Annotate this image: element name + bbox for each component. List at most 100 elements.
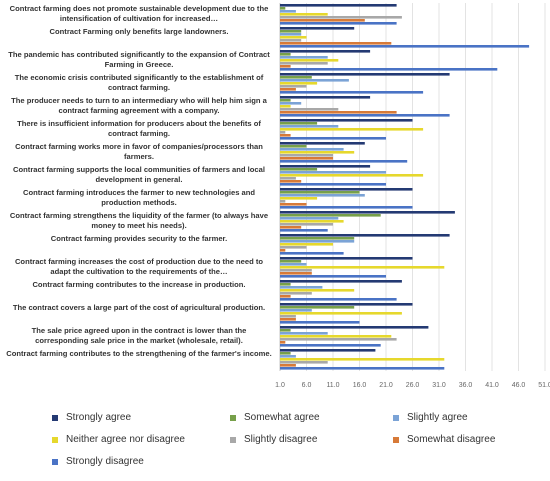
bar	[280, 349, 376, 352]
legend-label: Slightly disagree	[244, 434, 318, 445]
category-label: The pandemic has contributed significant…	[8, 50, 270, 69]
bar	[280, 180, 302, 183]
bar	[280, 91, 424, 94]
bar	[280, 177, 296, 180]
category-label: Contract farming introduces the farmer t…	[22, 188, 256, 207]
category-label: The contract covers a large part of the …	[12, 303, 266, 312]
bar	[280, 191, 360, 194]
legend-swatch	[230, 436, 236, 443]
bar	[280, 249, 286, 252]
x-tick-label: 16.0	[353, 382, 367, 389]
category-label: Contract farming supports the local comm…	[13, 165, 265, 184]
bar	[280, 266, 445, 269]
legend-label: Neither agree nor disagree	[66, 434, 185, 445]
bar	[280, 332, 328, 335]
bar	[280, 246, 307, 249]
bar	[280, 73, 450, 76]
legend-label: Somewhat disagree	[407, 434, 496, 445]
x-tick-label: 46.0	[512, 382, 526, 389]
bar	[280, 27, 355, 30]
x-tick-label: 31.0	[432, 382, 446, 389]
bar	[280, 59, 339, 62]
bar	[280, 361, 328, 364]
category-label: The producer needs to turn to an interme…	[11, 96, 267, 115]
bar	[280, 39, 302, 42]
legend-label: Strongly disagree	[66, 456, 144, 467]
bar	[280, 160, 408, 163]
bar	[280, 76, 312, 79]
bar	[280, 240, 355, 243]
bar	[280, 30, 302, 33]
bar	[280, 82, 318, 85]
bar	[280, 13, 328, 16]
bar	[280, 318, 296, 321]
bar	[280, 119, 413, 122]
legend-item: Strongly disagree	[52, 456, 144, 467]
bar	[280, 145, 307, 148]
bar	[280, 188, 413, 191]
bar	[280, 234, 450, 237]
bar	[280, 22, 397, 25]
bar	[280, 137, 386, 140]
bar	[280, 312, 402, 315]
category-label: Contract farming provides security to th…	[50, 234, 228, 243]
bar	[280, 96, 371, 99]
legend-swatch	[230, 414, 236, 421]
legend-swatch	[52, 458, 58, 465]
bar	[280, 200, 286, 203]
bar	[280, 358, 445, 361]
bar	[280, 309, 312, 312]
legend-item: Somewhat agree	[230, 412, 320, 423]
bar	[280, 286, 323, 289]
bar	[280, 206, 413, 209]
bar	[280, 341, 286, 344]
bar	[280, 260, 302, 263]
bar	[280, 338, 397, 341]
bar	[280, 289, 355, 292]
bar	[280, 194, 365, 197]
bar	[280, 7, 286, 10]
bar	[280, 114, 450, 117]
x-tick-label: 6.0	[302, 382, 312, 389]
bar	[280, 269, 312, 272]
legend-label: Somewhat agree	[244, 412, 320, 423]
bar	[280, 211, 455, 214]
bar	[280, 275, 386, 278]
bar	[280, 36, 307, 39]
bar	[280, 65, 291, 68]
legend-item: Slightly agree	[393, 412, 468, 423]
category-label: Contract farming does not promote sustai…	[9, 4, 269, 23]
bar	[280, 355, 296, 358]
bar	[280, 122, 318, 125]
bar	[280, 335, 392, 338]
bar	[280, 364, 296, 367]
bar	[280, 220, 344, 223]
bar	[280, 217, 339, 220]
bar	[280, 79, 349, 82]
bar	[280, 105, 291, 108]
legend-swatch	[393, 414, 399, 421]
category-label: Contract farming contributes to the incr…	[32, 280, 246, 289]
bar	[280, 329, 291, 332]
bar	[280, 226, 302, 229]
bar	[280, 326, 429, 329]
bar	[280, 16, 402, 19]
legend-swatch	[393, 436, 399, 443]
bar	[280, 165, 371, 168]
bar	[280, 99, 291, 102]
bar	[280, 203, 307, 206]
bar	[280, 306, 355, 309]
bar	[280, 62, 328, 65]
bar	[280, 252, 344, 255]
x-tick-label: 36.0	[459, 382, 473, 389]
legend-item: Somewhat disagree	[393, 434, 495, 445]
category-label: Contract Farming only benefits large lan…	[49, 27, 229, 36]
bar	[280, 303, 413, 306]
bar	[280, 352, 291, 355]
bar	[280, 151, 355, 154]
legend-item: Slightly disagree	[230, 434, 317, 445]
bar	[280, 298, 397, 301]
category-label: Contract farming strengthens the liquidi…	[9, 211, 269, 230]
